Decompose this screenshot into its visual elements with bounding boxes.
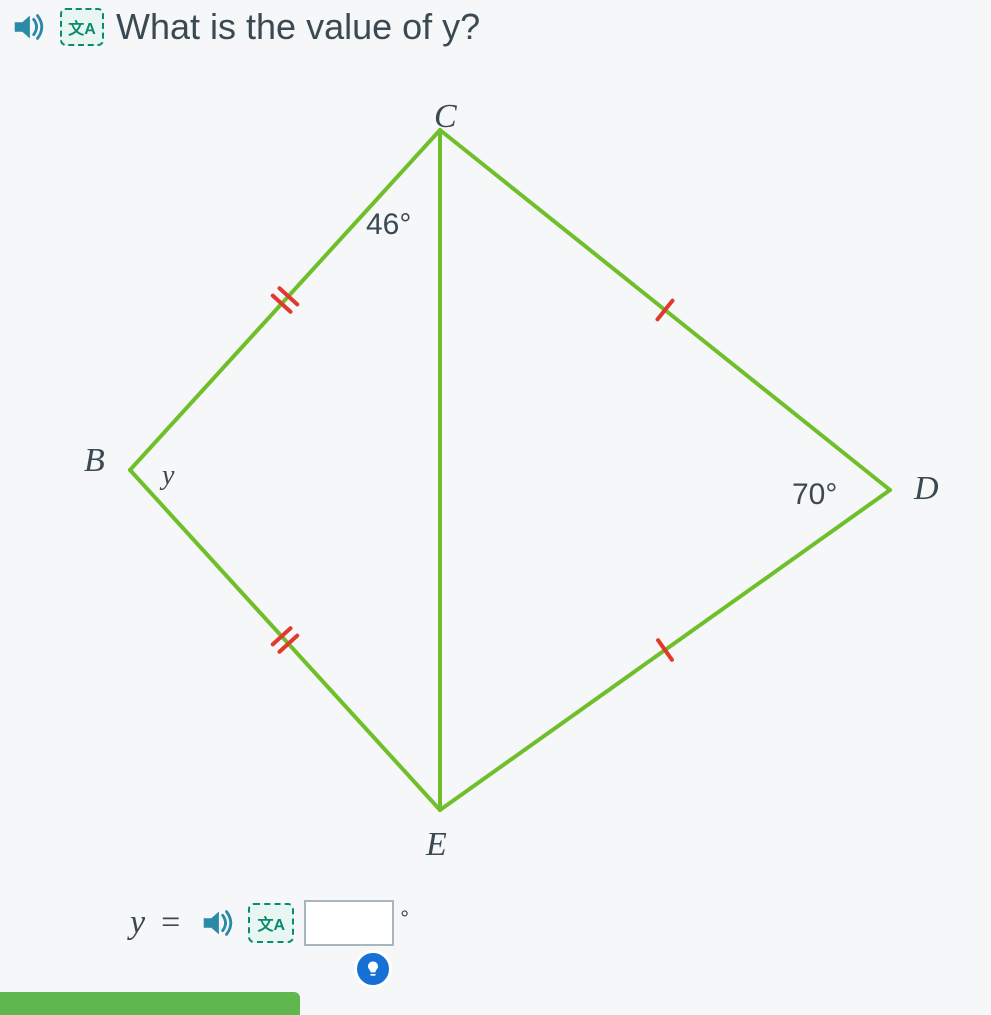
- translate-button[interactable]: 文A: [60, 8, 104, 46]
- answer-speaker-button[interactable]: [196, 902, 238, 944]
- answer-translate-button[interactable]: 文A: [248, 903, 294, 943]
- degree-symbol: °: [400, 906, 409, 932]
- angle-label-y: y: [162, 460, 174, 492]
- answer-row: y = 文A °: [130, 900, 409, 946]
- equals-sign: =: [161, 904, 180, 942]
- geometry-diagram: C B E D 46° 70° y: [60, 90, 930, 870]
- answer-input[interactable]: [304, 900, 394, 946]
- speaker-icon: [198, 904, 236, 942]
- answer-variable: y: [130, 904, 145, 942]
- help-button[interactable]: [354, 950, 392, 988]
- vertex-label-c: C: [434, 98, 457, 136]
- speaker-icon: [9, 8, 47, 46]
- lightbulb-icon: [363, 959, 383, 979]
- vertex-label-b: B: [84, 442, 105, 480]
- translate-glyph: 文A: [68, 15, 96, 39]
- question-row: 文A What is the value of y?: [8, 6, 480, 48]
- translate-glyph: 文A: [258, 911, 286, 935]
- angle-label-cde: 70°: [792, 478, 837, 512]
- vertex-label-d: D: [914, 470, 939, 508]
- vertex-label-e: E: [426, 826, 447, 864]
- question-text: What is the value of y?: [116, 6, 480, 48]
- submit-bar[interactable]: [0, 992, 300, 1015]
- speaker-button[interactable]: [8, 7, 48, 47]
- angle-label-bce: 46°: [366, 208, 411, 242]
